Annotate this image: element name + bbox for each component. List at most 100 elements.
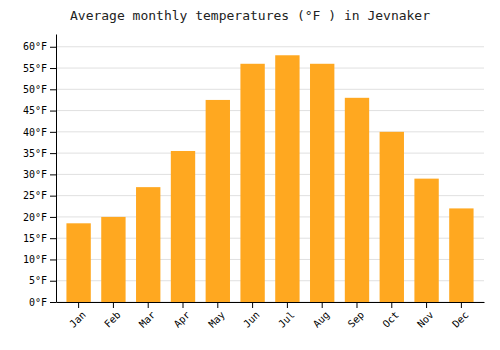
y-tick-label: 55°F bbox=[23, 63, 47, 74]
bar bbox=[345, 98, 369, 302]
x-tick-label: Jul bbox=[276, 309, 297, 330]
x-tick-label: Apr bbox=[172, 309, 193, 330]
y-tick-label: 0°F bbox=[29, 297, 47, 308]
y-tick: 40°F bbox=[23, 127, 56, 138]
x-tick: Dec bbox=[450, 302, 471, 330]
x-tick: Apr bbox=[172, 302, 193, 330]
grid-line bbox=[56, 174, 484, 175]
x-tick-mark bbox=[287, 302, 288, 308]
bar bbox=[171, 151, 195, 302]
y-tick-mark bbox=[50, 89, 56, 90]
x-tick: Jul bbox=[276, 302, 297, 330]
y-tick: 0°F bbox=[29, 297, 56, 308]
bar bbox=[101, 217, 125, 302]
y-tick-mark bbox=[50, 132, 56, 133]
x-tick: Jun bbox=[241, 302, 262, 330]
x-tick: Jan bbox=[67, 302, 88, 330]
y-tick-label: 30°F bbox=[23, 169, 47, 180]
y-tick-mark bbox=[50, 111, 56, 112]
x-tick: Aug bbox=[311, 302, 332, 330]
bar bbox=[449, 208, 473, 302]
y-tick-label: 60°F bbox=[23, 41, 47, 52]
x-tick: Sep bbox=[346, 302, 367, 330]
x-tick-label: Sep bbox=[346, 309, 367, 330]
y-tick: 60°F bbox=[23, 41, 56, 52]
y-tick-label: 40°F bbox=[23, 127, 47, 138]
y-tick-label: 25°F bbox=[23, 190, 47, 201]
x-tick: Feb bbox=[102, 302, 123, 330]
y-tick-label: 35°F bbox=[23, 148, 47, 159]
x-tick-label: Nov bbox=[415, 309, 436, 330]
y-tick: 55°F bbox=[23, 63, 56, 74]
bar bbox=[275, 55, 299, 302]
bar bbox=[380, 132, 404, 302]
y-tick-label: 50°F bbox=[23, 84, 47, 95]
y-tick-mark bbox=[50, 217, 56, 218]
bar bbox=[206, 100, 230, 302]
grid-line bbox=[56, 46, 484, 47]
y-tick-mark bbox=[50, 196, 56, 197]
y-tick-label: 10°F bbox=[23, 254, 47, 265]
y-tick: 5°F bbox=[29, 275, 56, 286]
x-tick-mark bbox=[78, 302, 79, 308]
x-tick-label: May bbox=[206, 309, 227, 330]
x-tick: Nov bbox=[415, 302, 436, 330]
bars bbox=[66, 55, 473, 302]
y-tick-mark bbox=[50, 281, 56, 282]
y-tick: 35°F bbox=[23, 148, 56, 159]
grid-line bbox=[56, 153, 484, 154]
y-axis-line bbox=[56, 35, 57, 303]
y-tick-label: 15°F bbox=[23, 233, 47, 244]
x-tick-mark bbox=[217, 302, 218, 308]
x-tick-mark bbox=[356, 302, 357, 308]
x-tick: May bbox=[206, 302, 227, 330]
grid-line bbox=[56, 131, 484, 132]
x-tick-mark bbox=[461, 302, 462, 308]
x-tick: Oct bbox=[380, 302, 401, 330]
x-tick-mark bbox=[426, 302, 427, 308]
chart: Average monthly temperatures (°F ) in Je… bbox=[0, 0, 500, 350]
grid-line bbox=[56, 68, 484, 69]
bar bbox=[310, 64, 334, 302]
bar bbox=[240, 64, 264, 302]
y-tick: 20°F bbox=[23, 212, 56, 223]
x-tick-label: Jun bbox=[241, 309, 262, 330]
grid bbox=[56, 47, 484, 302]
y-tick: 45°F bbox=[23, 105, 56, 116]
x-tick-label: Oct bbox=[380, 309, 401, 330]
y-tick-mark bbox=[50, 153, 56, 154]
y-tick-mark bbox=[50, 174, 56, 175]
grid-line bbox=[56, 89, 484, 90]
y-tick-mark bbox=[50, 302, 56, 303]
grid-line bbox=[56, 110, 484, 111]
y-tick-label: 20°F bbox=[23, 212, 47, 223]
y-tick-mark bbox=[50, 68, 56, 69]
y-tick: 10°F bbox=[23, 254, 56, 265]
plot: 0°F 5°F 10°F 15°F 20°F 25°F 30°F 35°F 40°F 45°F 50… bbox=[23, 35, 485, 330]
bar bbox=[136, 187, 160, 302]
x-tick-mark bbox=[113, 302, 114, 308]
bar bbox=[414, 179, 438, 302]
x-tick-label: Mar bbox=[137, 309, 158, 330]
y-tick: 25°F bbox=[23, 190, 56, 201]
x-tick-mark bbox=[183, 302, 184, 308]
x-tick-label: Aug bbox=[311, 309, 332, 330]
y-tick: 15°F bbox=[23, 233, 56, 244]
y-tick: 30°F bbox=[23, 169, 56, 180]
y-tick: 50°F bbox=[23, 84, 56, 95]
bar bbox=[66, 223, 90, 302]
x-tick-label: Jan bbox=[67, 309, 88, 330]
title: Average monthly temperatures (°F ) in Je… bbox=[70, 8, 430, 23]
x-tick-mark bbox=[322, 302, 323, 308]
y-tick-label: 5°F bbox=[29, 275, 47, 286]
x-axis-line bbox=[57, 302, 485, 303]
x-axis: Jan Feb Mar Apr May Jun Jul Aug Sep Oct Nov Dec bbox=[57, 302, 485, 330]
y-axis: 0°F 5°F 10°F 15°F 20°F 25°F 30°F 35°F 40°F 45°F 50… bbox=[23, 35, 57, 308]
x-tick-mark bbox=[391, 302, 392, 308]
x-tick-mark bbox=[252, 302, 253, 308]
x-tick-label: Feb bbox=[102, 309, 123, 330]
x-tick-mark bbox=[148, 302, 149, 308]
x-tick-label: Dec bbox=[450, 309, 471, 330]
x-tick: Mar bbox=[137, 302, 158, 330]
y-tick-mark bbox=[50, 238, 56, 239]
